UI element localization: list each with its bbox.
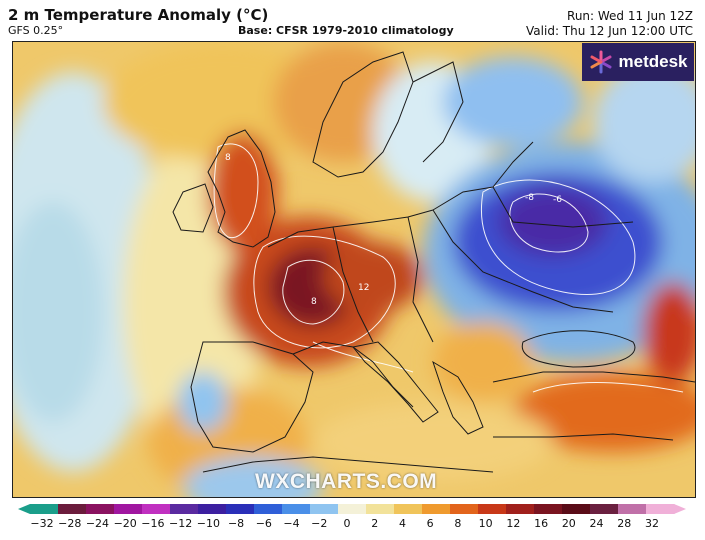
colorbar-tick-label: 0: [343, 517, 351, 530]
climatology-base-label: Base: CFSR 1979-2010 climatology: [238, 24, 454, 37]
chart-title: 2 m Temperature Anomaly (°C): [8, 6, 269, 24]
metdesk-logo: metdesk: [582, 43, 694, 81]
colorbar-tick-label: −8: [227, 517, 245, 530]
colorbar-segment: [86, 504, 115, 514]
colorbar-tick-label: 10: [478, 517, 493, 530]
colorbar-segment: [58, 504, 87, 514]
colorbar-tick-label: 16: [534, 517, 549, 530]
colorbar-segment: [30, 504, 59, 514]
colorbar-segment: [226, 504, 255, 514]
temperature-anomaly-map: -8 -6 8 12 8 metdesk WXCHARTS.COM: [12, 41, 696, 498]
valid-time-label: Valid: Thu 12 Jun 12:00 UTC: [526, 24, 693, 38]
colorbar-tick-label: −20: [113, 517, 137, 530]
contour-label: 12: [358, 283, 369, 293]
colorbar-segment: [170, 504, 199, 514]
metdesk-logo-icon: [589, 50, 613, 74]
run-time-label: Run: Wed 11 Jun 12Z: [567, 9, 693, 23]
colorbar-segment: [422, 504, 451, 514]
colorbar-left-arrow: [18, 504, 30, 514]
colorbar-tick-label: −32: [30, 517, 54, 530]
colorbar-segment: [254, 504, 283, 514]
colorbar-segment: [394, 504, 423, 514]
colorbar-tick-label: −4: [283, 517, 300, 530]
colorbar-segment: [282, 504, 311, 514]
colorbar-segment: [114, 504, 143, 514]
colorbar-tick-label: −2: [311, 517, 328, 530]
colorbar-tick-label: 4: [398, 517, 406, 530]
model-label: GFS 0.25°: [8, 24, 64, 37]
colorbar: [18, 504, 686, 514]
colorbar-segment: [366, 504, 395, 514]
colorbar-segment: [590, 504, 619, 514]
colorbar-right-arrow: [674, 504, 686, 514]
colorbar-tick-label: 12: [506, 517, 521, 530]
colorbar-segment: [450, 504, 479, 514]
colorbar-tick-label: −10: [196, 517, 220, 530]
colorbar-segment: [646, 504, 675, 514]
wxcharts-watermark: WXCHARTS.COM: [255, 470, 438, 493]
colorbar-tick-label: 2: [371, 517, 379, 530]
colorbar-segment: [142, 504, 171, 514]
colorbar-tick-label: 28: [617, 517, 632, 530]
colorbar-tick-label: −24: [85, 517, 110, 530]
turkey-warm-field: [513, 372, 695, 452]
colorbar-segment: [338, 504, 367, 514]
contour-label: -8: [525, 193, 534, 203]
colorbar-tick-label: 32: [645, 517, 659, 530]
colorbar-segment: [534, 504, 563, 514]
map-canvas: -8 -6 8 12 8: [13, 42, 695, 497]
colorbar-tick-label: −12: [169, 517, 193, 530]
contour-label: -6: [553, 195, 562, 205]
colorbar-tick-label: 8: [454, 517, 462, 530]
contour-label: 8: [311, 297, 317, 307]
contour-label: 8: [225, 153, 231, 163]
colorbar-ticks: −32 −28 −24 −20 −16 −12 −10 −8 −6 −4 −2 0 2 4 6 8 10 12 16…: [0, 517, 705, 535]
colorbar-tick-label: 6: [426, 517, 434, 530]
contour-labels: -8 -6 8 12 8: [225, 153, 562, 307]
colorbar-tick-label: 20: [561, 517, 576, 530]
colorbar-tick-label: −28: [58, 517, 82, 530]
colorbar-segment: [478, 504, 507, 514]
colorbar-segment: [562, 504, 591, 514]
colorbar-tick-label: −6: [255, 517, 272, 530]
coastlines-and-borders: [172, 51, 695, 473]
colorbar-segment: [198, 504, 227, 514]
colorbar-tick-label: −16: [141, 517, 165, 530]
colorbar-segment: [506, 504, 535, 514]
metdesk-logo-text: metdesk: [618, 52, 688, 71]
colorbar-segment: [310, 504, 339, 514]
uk-warm-field: [208, 132, 278, 252]
colorbar-segment: [618, 504, 647, 514]
colorbar-tick-label: 24: [589, 517, 604, 530]
